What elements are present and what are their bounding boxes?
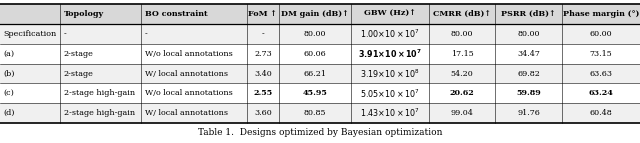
- Text: 99.04: 99.04: [451, 109, 474, 117]
- Text: 73.15: 73.15: [589, 50, 612, 58]
- Text: 3.40: 3.40: [254, 69, 272, 78]
- Text: -: -: [145, 30, 147, 38]
- Text: CMRR (dB)↑: CMRR (dB)↑: [433, 10, 491, 18]
- Text: 80.00: 80.00: [303, 30, 326, 38]
- Text: PSRR (dB)↑: PSRR (dB)↑: [501, 10, 556, 18]
- Text: 60.06: 60.06: [303, 50, 326, 58]
- Text: 34.47: 34.47: [517, 50, 540, 58]
- Text: $\mathbf{3.91 × 10\times10^{7}}$: $\mathbf{3.91 × 10\times10^{7}}$: [358, 47, 422, 60]
- Text: W/ local annotations: W/ local annotations: [145, 69, 228, 78]
- Text: 54.20: 54.20: [451, 69, 474, 78]
- Text: $5.05 × 10\times10^{7}$: $5.05 × 10\times10^{7}$: [360, 87, 420, 100]
- Text: 66.21: 66.21: [303, 69, 326, 78]
- Text: 2.55: 2.55: [253, 89, 273, 97]
- Text: 17.15: 17.15: [451, 50, 474, 58]
- Text: Table 1.  Designs optimized by Bayesian optimization: Table 1. Designs optimized by Bayesian o…: [198, 129, 442, 137]
- Text: FoM ↑: FoM ↑: [248, 10, 277, 18]
- Text: 80.00: 80.00: [517, 30, 540, 38]
- Text: 63.63: 63.63: [589, 69, 612, 78]
- Text: -: -: [262, 30, 264, 38]
- Text: 80.85: 80.85: [303, 109, 326, 117]
- Bar: [0, 64, 640, 83]
- Text: (b): (b): [4, 69, 15, 78]
- Text: 2-stage: 2-stage: [63, 69, 93, 78]
- Text: GBW (Hz)↑: GBW (Hz)↑: [364, 10, 416, 18]
- Text: 2.73: 2.73: [254, 50, 272, 58]
- Text: 80.00: 80.00: [451, 30, 474, 38]
- Text: (d): (d): [4, 109, 15, 117]
- Text: BO constraint: BO constraint: [145, 10, 207, 18]
- Text: 2-stage high-gain: 2-stage high-gain: [63, 109, 134, 117]
- Text: 2-stage high-gain: 2-stage high-gain: [63, 89, 134, 97]
- Bar: [0, 83, 640, 103]
- Text: 63.24: 63.24: [588, 89, 613, 97]
- Bar: [0, 103, 640, 123]
- Text: 59.89: 59.89: [516, 89, 541, 97]
- Text: (a): (a): [4, 50, 15, 58]
- Text: $3.19 × 10\times10^{8}$: $3.19 × 10\times10^{8}$: [360, 67, 420, 80]
- Text: Specification: Specification: [4, 30, 57, 38]
- Text: W/ local annotations: W/ local annotations: [145, 109, 228, 117]
- Bar: [0, 4, 640, 24]
- Text: W/o local annotations: W/o local annotations: [145, 89, 232, 97]
- Bar: [0, 24, 640, 44]
- Text: DM gain (dB)↑: DM gain (dB)↑: [281, 10, 349, 18]
- Text: 69.82: 69.82: [517, 69, 540, 78]
- Text: $1.43 × 10\times10^{7}$: $1.43 × 10\times10^{7}$: [360, 107, 420, 119]
- Text: 45.95: 45.95: [302, 89, 327, 97]
- Text: 91.76: 91.76: [517, 109, 540, 117]
- Text: 60.48: 60.48: [589, 109, 612, 117]
- Text: 60.00: 60.00: [589, 30, 612, 38]
- Text: -: -: [63, 30, 67, 38]
- Text: W/o local annotations: W/o local annotations: [145, 50, 232, 58]
- Text: 3.60: 3.60: [254, 109, 272, 117]
- Bar: [0, 44, 640, 64]
- Text: Topology: Topology: [63, 10, 104, 18]
- Text: 20.62: 20.62: [450, 89, 474, 97]
- Text: 2-stage: 2-stage: [63, 50, 93, 58]
- Text: $1.00 × 10\times10^{7}$: $1.00 × 10\times10^{7}$: [360, 28, 420, 40]
- Text: (c): (c): [4, 89, 15, 97]
- Text: Phase margin (°): Phase margin (°): [563, 10, 639, 18]
